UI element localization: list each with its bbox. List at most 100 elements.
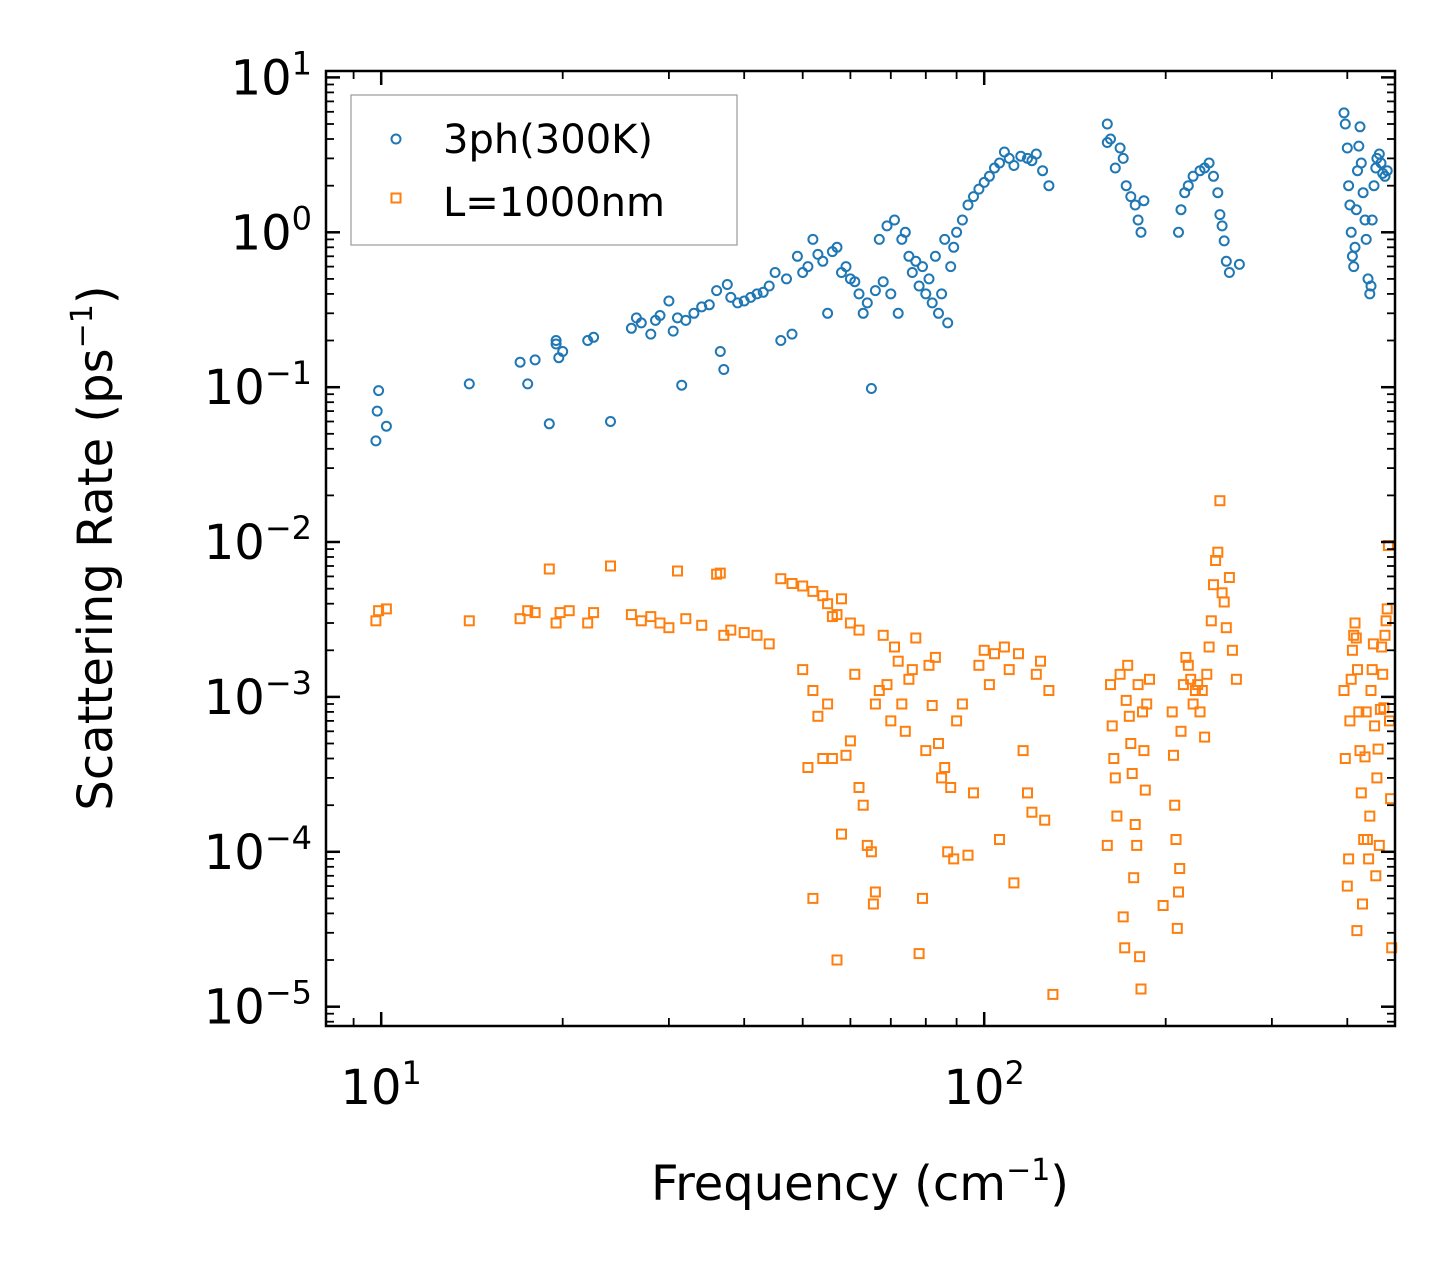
data-point (373, 385, 385, 397)
data-point (1339, 118, 1351, 130)
data-point (873, 233, 885, 245)
data-point (1173, 226, 1184, 238)
data-point (781, 273, 792, 285)
data-point (1134, 951, 1146, 963)
data-point (910, 632, 922, 644)
data-point (807, 685, 819, 696)
data-point (968, 191, 979, 203)
data-point (939, 762, 951, 773)
data-point (826, 753, 838, 764)
data-point (582, 335, 594, 346)
data-point (1353, 706, 1365, 718)
data-point (1108, 753, 1120, 764)
data-point (849, 668, 861, 680)
data-point (1139, 784, 1151, 796)
data-point (836, 593, 847, 605)
data-point (951, 226, 963, 238)
data-point (962, 199, 974, 211)
data-point (1129, 819, 1141, 830)
data-point (1015, 150, 1027, 162)
data-point (865, 383, 877, 394)
data-point (1343, 180, 1355, 192)
data-point (1135, 226, 1147, 238)
data-point (881, 220, 893, 232)
y-tick-label: 10−4 (204, 819, 312, 881)
data-point (807, 233, 819, 245)
data-point (373, 605, 385, 617)
data-point (1022, 787, 1033, 799)
data-point (917, 261, 928, 273)
data-point (1182, 659, 1194, 671)
data-point (1194, 706, 1206, 718)
data-point (1379, 170, 1391, 182)
data-point (853, 782, 865, 793)
data-point (1350, 632, 1362, 644)
data-point (625, 322, 637, 334)
series-1 (370, 495, 1398, 1000)
data-point (1355, 157, 1367, 169)
data-point (1373, 839, 1385, 851)
data-point (994, 834, 1005, 845)
data-point (906, 664, 918, 676)
data-point (1360, 706, 1372, 718)
data-point (1043, 685, 1055, 696)
data-point (663, 295, 675, 307)
data-point (1017, 745, 1029, 757)
data-point (885, 715, 897, 727)
y-tick-label: 10−1 (204, 354, 312, 416)
data-point (543, 418, 555, 430)
data-point (831, 609, 843, 621)
data-point (983, 170, 995, 182)
data-point (1223, 267, 1235, 278)
data-point (1123, 710, 1135, 722)
data-point (885, 288, 897, 300)
data-point (1375, 157, 1387, 169)
data-point (1174, 863, 1186, 874)
data-point (1122, 659, 1134, 671)
data-point (588, 331, 600, 343)
data-point (1105, 679, 1116, 691)
data-point (1157, 900, 1169, 911)
y-tick-label: 10−2 (204, 509, 312, 571)
tick-labels: 101 102 101 100 10−1 10−2 10−3 10−4 10−5 (204, 44, 1025, 1116)
data-point (1220, 255, 1232, 267)
data-point (1026, 806, 1038, 818)
data-point (1169, 799, 1181, 811)
data-point (1379, 629, 1391, 641)
data-point (936, 288, 948, 300)
data-point (1372, 743, 1384, 755)
data-point (769, 267, 781, 278)
data-point (948, 853, 960, 865)
data-point (945, 782, 957, 793)
data-point (844, 735, 856, 747)
data-point (857, 307, 869, 319)
y-axis-title: Scattering Rate (ps−1) (65, 285, 124, 810)
data-point (676, 379, 688, 391)
data-point (1106, 720, 1118, 732)
data-point (1132, 214, 1144, 226)
data-point (1189, 685, 1201, 696)
data-point (877, 276, 889, 288)
data-point (738, 627, 750, 639)
data-point (1013, 648, 1024, 660)
data-point (920, 745, 932, 757)
data-point (1043, 180, 1055, 192)
data-point (802, 762, 814, 773)
data-point (849, 276, 861, 288)
data-point (945, 261, 957, 273)
data-point (1101, 839, 1113, 851)
data-point (1173, 886, 1184, 898)
data-point (807, 892, 819, 904)
data-point (1125, 738, 1137, 749)
data-point (557, 346, 569, 357)
data-point (1341, 142, 1353, 154)
legend-label-boundary: L=1000nm (443, 180, 665, 226)
data-point (1378, 702, 1390, 714)
data-point (844, 617, 856, 629)
data-point (380, 420, 392, 432)
data-point (1126, 768, 1138, 779)
data-point (1008, 160, 1020, 171)
data-point (680, 314, 692, 326)
x-tick-label: 101 (340, 1054, 421, 1116)
data-point (942, 317, 954, 329)
